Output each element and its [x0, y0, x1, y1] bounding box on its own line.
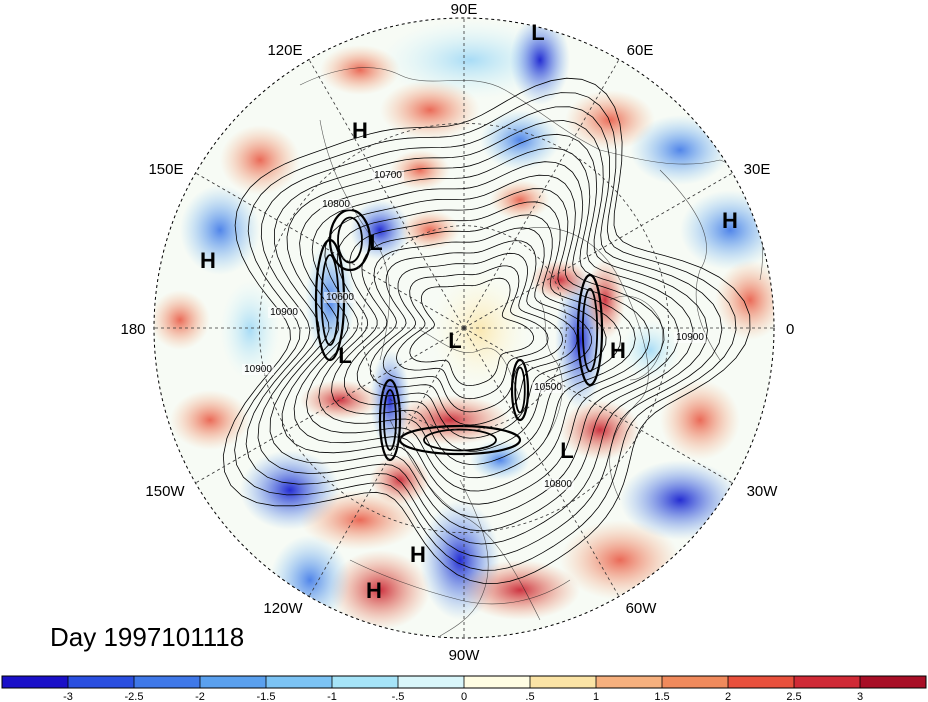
- high-pressure-marker: H: [200, 248, 216, 273]
- high-pressure-marker: H: [410, 542, 426, 567]
- colorbar-tick-label: 2.5: [786, 691, 801, 702]
- colorbar-tick-label: -1: [327, 691, 337, 702]
- colorbar-tick-label: -.5: [392, 691, 405, 702]
- lat-lon-grid: [154, 18, 774, 638]
- colorbar-swatch: [860, 676, 927, 688]
- colorbar-swatch: [794, 676, 861, 688]
- low-pressure-marker: L: [369, 230, 382, 255]
- colorbar-tick-label: -3: [63, 691, 73, 702]
- contour-label: 10900: [270, 307, 298, 318]
- contour-label: 10900: [244, 364, 272, 375]
- lon-60w-label: 60W: [626, 600, 658, 617]
- colorbar-swatch: [596, 676, 663, 688]
- lon-180-label: 180: [120, 321, 145, 338]
- lon-60e-label: 60E: [627, 42, 654, 59]
- colorbar: -3 -2.5 -2 -1.5 -1 -.5 0 .5 1 1.5 2 2.5 3: [1, 675, 927, 702]
- lon-30e-label: 30E: [744, 161, 771, 178]
- colorbar-tick-label: -2: [195, 691, 205, 702]
- high-pressure-marker: H: [722, 208, 738, 233]
- colorbar-swatch: [464, 676, 531, 688]
- colorbar-tick-label: 2: [725, 691, 731, 702]
- low-pressure-marker: L: [560, 438, 573, 463]
- lon-120w-label: 120W: [263, 600, 303, 617]
- day-title: Day 1997101118: [50, 622, 244, 652]
- colorbar-tick-label: -1.5: [257, 691, 276, 702]
- colorbar-tick-label: 1: [593, 691, 599, 702]
- low-pressure-marker: L: [338, 343, 351, 368]
- lon-150w-label: 150W: [145, 483, 185, 500]
- colorbar-tick-label: .5: [525, 691, 534, 702]
- anomaly-shading: [154, 18, 774, 638]
- colorbar-swatch: [68, 676, 135, 688]
- lon-30w-label: 30W: [747, 483, 779, 500]
- low-pressure-marker: L: [531, 20, 544, 45]
- high-pressure-marker: H: [366, 578, 382, 603]
- contour-label: 10800: [544, 479, 572, 490]
- colorbar-swatch: [266, 676, 333, 688]
- contour-label: 10900: [676, 332, 704, 343]
- lon-90w-label: 90W: [449, 647, 481, 664]
- colorbar-swatch: [530, 676, 597, 688]
- colorbar-swatch: [200, 676, 267, 688]
- high-pressure-marker: H: [352, 118, 368, 143]
- colorbar-swatch: [2, 676, 69, 688]
- map-boundary: [153, 17, 775, 639]
- high-pressure-marker: H: [610, 338, 626, 363]
- colorbar-swatch: [398, 676, 465, 688]
- low-pressure-marker: L: [448, 328, 461, 353]
- colorbar-tick-label: -2.5: [125, 691, 144, 702]
- colorbar-swatch: [134, 676, 201, 688]
- colorbar-tick-label: 3: [857, 691, 863, 702]
- contour-label: 10500: [534, 382, 562, 393]
- lon-150e-label: 150E: [148, 161, 183, 178]
- contour-label: 10600: [326, 292, 354, 303]
- colorbar-tick-label: 0: [461, 691, 467, 702]
- colorbar-tick-label: 1.5: [654, 691, 669, 702]
- lon-90e-label: 90E: [451, 1, 478, 18]
- lon-120e-label: 120E: [267, 42, 302, 59]
- colorbar-swatch: [332, 676, 399, 688]
- contour-label: 10800: [322, 199, 350, 210]
- contour-label: 10700: [374, 170, 402, 181]
- lon-0-label: 0: [786, 321, 794, 338]
- colorbar-swatch: [662, 676, 729, 688]
- colorbar-swatch: [728, 676, 795, 688]
